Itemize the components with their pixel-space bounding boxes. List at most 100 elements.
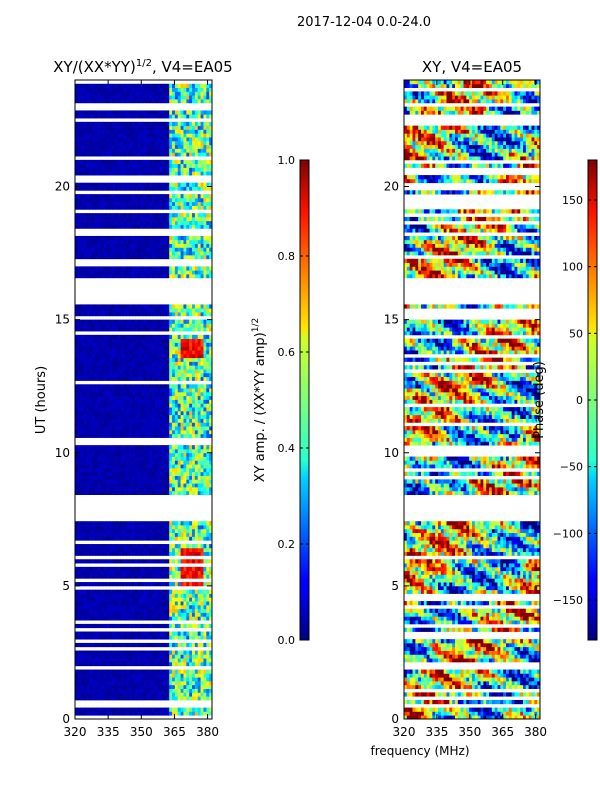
heatmap-cell xyxy=(83,216,87,222)
heatmap-cell xyxy=(192,384,196,389)
heatmap-cell xyxy=(134,197,139,203)
heatmap-cell xyxy=(154,570,159,575)
heatmap-cell xyxy=(154,429,159,435)
heatmap-cell xyxy=(80,707,84,712)
heatmap-cell xyxy=(189,186,193,191)
heatmap-cell xyxy=(174,589,179,594)
heatmap-cell xyxy=(120,456,124,461)
heatmap-cell xyxy=(200,559,204,564)
heatmap-cell xyxy=(126,350,130,355)
heatmap-cell xyxy=(166,426,170,431)
heatmap-cell xyxy=(209,357,213,362)
heatmap-cell xyxy=(112,490,116,495)
heatmap-cell xyxy=(177,403,181,408)
heatmap-cell xyxy=(192,528,196,534)
heatmap-cell xyxy=(94,589,99,594)
heatmap-cell xyxy=(109,410,113,416)
heatmap-cell xyxy=(180,201,184,206)
heatmap-cell xyxy=(109,433,113,438)
heatmap-cell xyxy=(129,357,133,362)
heatmap-cell xyxy=(100,669,104,674)
heatmap-cell xyxy=(100,194,104,199)
heatmap-cell xyxy=(209,486,213,492)
heatmap-cell xyxy=(160,186,164,191)
heatmap-cell xyxy=(117,631,122,636)
heatmap-cell xyxy=(169,608,173,613)
heatmap-cell xyxy=(137,414,142,419)
heatmap-cell xyxy=(209,205,213,210)
heatmap-cell xyxy=(112,266,116,271)
heatmap-cell xyxy=(143,342,147,347)
heatmap-cell xyxy=(117,312,122,317)
heatmap-cell xyxy=(106,403,110,408)
heatmap-cell xyxy=(206,243,210,248)
heatmap-cell xyxy=(189,464,193,469)
heatmap-cell xyxy=(134,479,139,484)
heatmap-cell xyxy=(169,525,173,530)
heatmap-cell xyxy=(200,623,204,629)
heatmap-cell xyxy=(117,384,122,389)
heatmap-cell xyxy=(143,448,147,454)
heatmap-cell xyxy=(169,688,173,693)
heatmap-cell xyxy=(172,391,176,397)
heatmap-cell xyxy=(112,334,116,340)
heatmap-cell xyxy=(100,410,104,416)
heatmap-cell xyxy=(132,422,136,427)
heatmap-cell xyxy=(100,426,104,431)
heatmap-cell xyxy=(154,308,159,313)
heatmap-cell xyxy=(154,707,159,712)
heatmap-cell xyxy=(132,254,136,260)
heatmap-cell xyxy=(146,559,150,564)
heatmap-cell xyxy=(146,243,150,248)
heatmap-cell xyxy=(140,338,144,343)
heatmap-cell xyxy=(117,395,122,400)
heatmap-cell xyxy=(120,635,124,640)
heatmap-cell xyxy=(112,521,116,526)
heatmap-cell xyxy=(75,559,79,564)
heatmap-cell xyxy=(140,445,144,450)
heatmap-cell xyxy=(123,680,127,686)
heatmap-cell xyxy=(186,365,190,370)
heatmap-cell xyxy=(75,312,79,317)
heatmap-cell xyxy=(152,308,156,313)
heatmap-cell xyxy=(86,551,90,556)
heatmap-cell xyxy=(106,346,110,351)
heatmap-cell xyxy=(200,547,204,553)
heatmap-cell xyxy=(94,460,99,465)
heatmap-cell xyxy=(112,525,116,530)
heatmap-cell xyxy=(172,254,176,260)
heatmap-cell xyxy=(189,308,193,313)
heatmap-cell xyxy=(114,661,119,667)
heatmap-cell xyxy=(92,235,96,241)
heatmap-cell xyxy=(126,391,130,397)
heatmap-cell xyxy=(112,239,116,244)
heatmap-cell xyxy=(194,410,199,416)
heatmap-cell xyxy=(149,327,153,332)
heatmap-cell xyxy=(157,707,162,712)
heatmap-cell xyxy=(137,216,142,222)
heatmap-cell xyxy=(209,464,213,469)
heatmap-cell xyxy=(152,194,156,199)
heatmap-cell xyxy=(140,711,144,716)
heatmap-cell xyxy=(169,418,173,423)
heatmap-cell xyxy=(174,407,179,412)
heatmap-cell xyxy=(157,327,162,332)
heatmap-cell xyxy=(123,635,127,640)
heatmap-cell xyxy=(100,521,104,526)
heatmap-cell xyxy=(157,186,162,191)
heatmap-cell xyxy=(177,559,181,564)
heatmap-cell xyxy=(126,490,130,495)
heatmap-cell xyxy=(192,376,196,381)
heatmap-cell xyxy=(200,205,204,210)
heatmap-cell xyxy=(109,334,113,340)
heatmap-cell xyxy=(86,254,90,260)
heatmap-cell xyxy=(80,551,84,556)
heatmap-cell xyxy=(112,711,116,716)
heatmap-cell xyxy=(120,475,124,480)
heatmap-cell xyxy=(123,304,127,309)
heatmap-cell xyxy=(83,410,87,416)
heatmap-cell xyxy=(143,692,147,697)
heatmap-cell xyxy=(163,532,167,537)
heatmap-cell xyxy=(169,327,173,332)
heatmap-cell xyxy=(97,365,102,370)
